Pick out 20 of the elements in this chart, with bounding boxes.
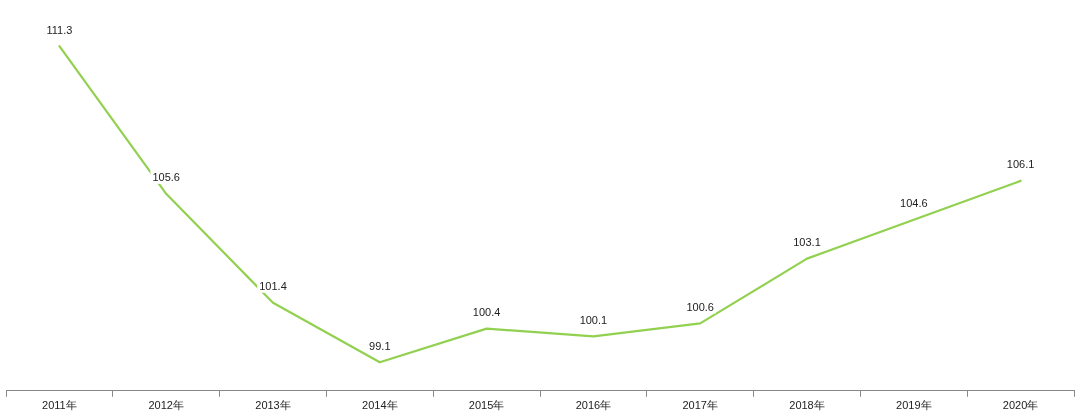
x-tick-label: 2018年 xyxy=(789,399,825,412)
data-label: 105.6 xyxy=(152,171,180,184)
data-label: 103.1 xyxy=(793,236,821,249)
x-tick-label: 2016年 xyxy=(575,399,612,412)
data-label: 100.1 xyxy=(579,313,608,326)
data-label: 99.1 xyxy=(369,339,391,352)
data-label: 106.1 xyxy=(1006,158,1035,171)
x-tick-label: 2011年 xyxy=(42,399,77,412)
data-label: 100.6 xyxy=(686,300,714,313)
x-tick-label: 2013年 xyxy=(255,399,291,412)
x-tick-label: 2017年 xyxy=(682,399,718,412)
data-label: 104.6 xyxy=(900,197,928,210)
x-tick-label: 2014年 xyxy=(362,399,398,412)
x-tick-label: 2015年 xyxy=(468,399,505,412)
data-label: 100.4 xyxy=(472,306,501,319)
x-tick-label: 2019年 xyxy=(896,399,932,412)
data-label: 111.3 xyxy=(46,23,73,36)
x-tick-label: 2012年 xyxy=(148,399,184,412)
x-tick-label: 2020年 xyxy=(1002,399,1039,412)
data-label: 101.4 xyxy=(259,280,287,293)
